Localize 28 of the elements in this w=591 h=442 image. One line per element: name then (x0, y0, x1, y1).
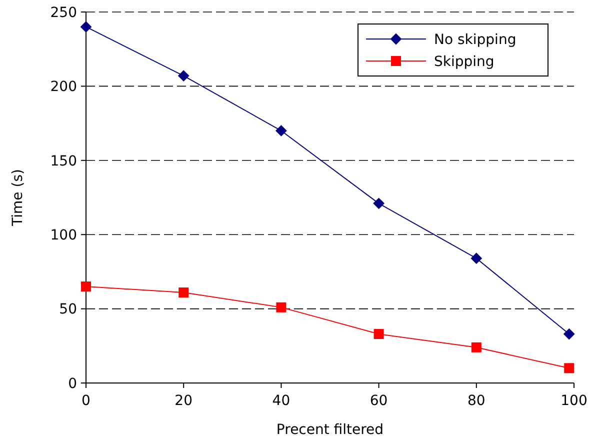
y-tick-label: 250 (50, 4, 77, 21)
point (276, 302, 286, 312)
x-axis-title: Precent filtered (276, 422, 384, 438)
point (178, 70, 190, 82)
x-tick-label: 20 (174, 393, 193, 409)
point (373, 198, 384, 209)
point (81, 282, 91, 292)
x-tick-label: 60 (370, 393, 388, 409)
y-tick-label: 100 (50, 228, 77, 244)
point (564, 363, 574, 374)
point (374, 329, 384, 340)
point (471, 342, 482, 352)
legend-label: Skipping (434, 54, 494, 70)
point (80, 21, 92, 32)
x-tick-label: 80 (467, 393, 486, 409)
point (470, 252, 482, 264)
x-tick-label: 100 (560, 393, 588, 409)
y-tick-label: 200 (50, 79, 77, 96)
x-tick-label: 0 (82, 393, 90, 409)
y-tick-label: 0 (68, 376, 77, 392)
y-tick-label: 150 (50, 153, 77, 170)
y-tick-label: 50 (59, 302, 77, 318)
point (178, 287, 189, 298)
point (276, 125, 287, 136)
point (564, 328, 575, 340)
legend-label: No skipping (434, 32, 516, 48)
y-axis-title: Time (s) (10, 169, 26, 227)
x-tick-label: 40 (272, 393, 290, 409)
